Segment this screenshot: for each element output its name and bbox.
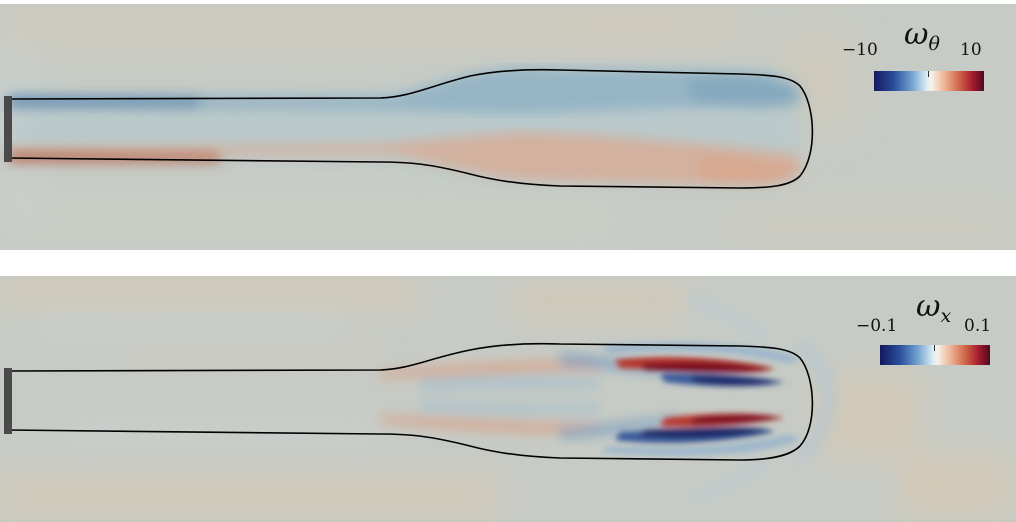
positive-vorticity-band xyxy=(8,132,802,186)
vorticity-streaks xyxy=(380,354,680,438)
interface-contour xyxy=(7,68,814,189)
colorbar-x-max: 0.1 xyxy=(964,316,992,336)
ambient-field-patches xyxy=(0,4,1010,244)
cap-halo xyxy=(690,296,836,502)
strong-vorticity-lobes xyxy=(600,342,800,456)
ambient-streaks xyxy=(0,276,1010,516)
vorticity-x-panel: ωx −0.1 0.1 xyxy=(0,276,1016,522)
vorticity-x-field xyxy=(0,276,1016,522)
colorbar-theta-min: −10 xyxy=(842,40,878,60)
colorbar-x-tick xyxy=(934,345,935,351)
colorbar-theta-gradient xyxy=(874,71,984,91)
colorbar-theta: ωθ −10 10 xyxy=(836,18,1016,98)
vorticity-theta-panel: ωθ −10 10 xyxy=(0,4,1016,250)
nozzle xyxy=(4,368,12,434)
vorticity-theta-field xyxy=(0,4,1016,250)
colorbar-x-min: −0.1 xyxy=(856,316,898,336)
colorbar-theta-max: 10 xyxy=(960,40,982,60)
colorbar-theta-symbol: ωθ xyxy=(904,17,940,56)
interface-contour xyxy=(7,342,814,461)
colorbar-theta-tick xyxy=(928,71,929,77)
colorbar-x-gradient xyxy=(880,345,990,365)
colorbar-x: ωx −0.1 0.1 xyxy=(848,290,1016,370)
nozzle xyxy=(4,96,12,162)
colorbar-x-symbol: ωx xyxy=(916,289,952,328)
